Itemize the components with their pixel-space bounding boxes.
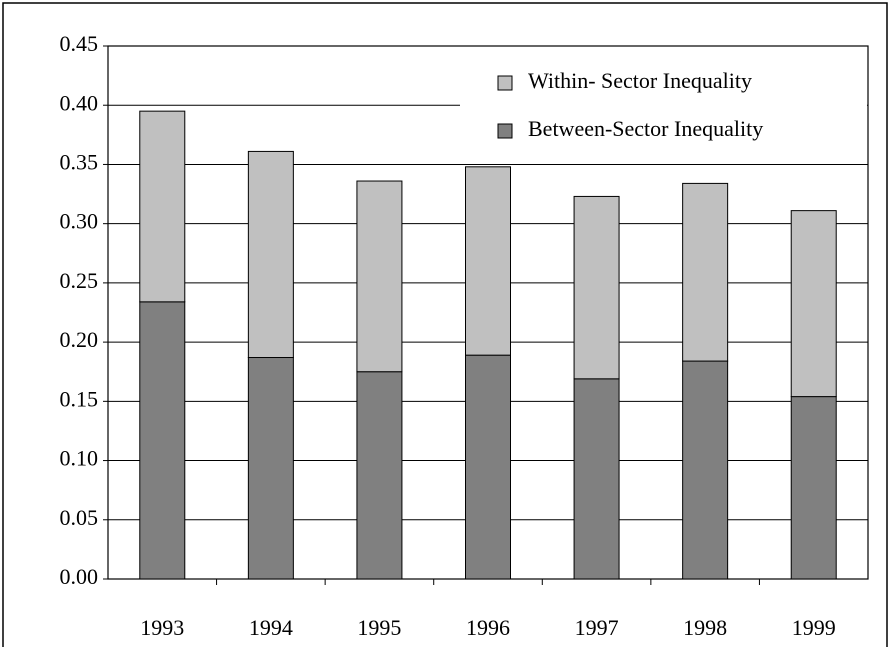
x-tick-label: 1995	[357, 615, 401, 640]
bar-segment	[247, 357, 294, 580]
y-tick-label: 0.30	[60, 209, 99, 234]
y-tick-label: 0.00	[60, 564, 99, 589]
y-tick-label: 0.35	[60, 149, 99, 174]
bar-segment	[682, 182, 729, 362]
x-tick-label: 1996	[466, 615, 510, 640]
x-tick-label: 1993	[140, 615, 184, 640]
y-tick-label: 0.45	[60, 31, 99, 56]
y-tick-label: 0.20	[60, 327, 99, 352]
bar-segment	[356, 180, 403, 373]
bar-segment	[573, 378, 620, 580]
bar-segment	[356, 371, 403, 580]
bar-segment	[573, 195, 620, 380]
y-tick-label: 0.05	[60, 505, 99, 530]
bar-segment	[682, 360, 729, 580]
bar-segment	[465, 354, 511, 580]
y-tick-label: 0.15	[60, 386, 99, 411]
bar-segment	[465, 166, 511, 356]
legend-swatch	[497, 75, 513, 91]
y-tick-label: 0.40	[60, 90, 99, 115]
bar-segment	[790, 396, 837, 580]
x-tick-label: 1997	[575, 615, 619, 640]
y-tick-label: 0.25	[60, 268, 99, 293]
bar-segment	[790, 210, 837, 398]
legend-box	[460, 58, 867, 162]
bar-segment	[139, 301, 186, 580]
x-tick-label: 1994	[249, 615, 293, 640]
bar-segment	[247, 150, 294, 359]
bar-segment	[139, 110, 186, 303]
legend-swatch	[497, 123, 513, 139]
legend-label: Within- Sector Inequality	[528, 68, 752, 93]
x-tick-label: 1999	[792, 615, 836, 640]
x-tick-label: 1998	[683, 615, 727, 640]
legend-label: Between-Sector Inequality	[528, 116, 763, 141]
y-tick-label: 0.10	[60, 446, 99, 471]
